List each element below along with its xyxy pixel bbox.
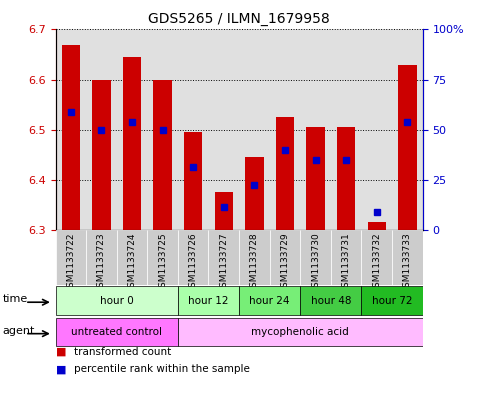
Bar (178, 230, 209, 285)
Text: GSM1133733: GSM1133733 (403, 233, 412, 294)
Bar (239, 230, 270, 285)
Bar (245, 157, 264, 230)
Bar (270, 230, 300, 285)
Bar (331, 230, 361, 285)
Bar (56, 230, 86, 285)
Text: percentile rank within the sample: percentile rank within the sample (74, 364, 250, 375)
Bar (56, 286, 178, 315)
Text: transformed count: transformed count (74, 347, 171, 357)
Text: GSM1133731: GSM1133731 (341, 233, 351, 294)
Text: hour 24: hour 24 (249, 296, 290, 306)
Text: GSM1133722: GSM1133722 (66, 233, 75, 293)
Bar (56, 318, 178, 346)
Text: GSM1133729: GSM1133729 (281, 233, 289, 293)
Text: GSM1133724: GSM1133724 (128, 233, 137, 293)
Bar (368, 222, 386, 230)
Bar (86, 230, 117, 285)
Bar (86, 29, 117, 230)
Bar (300, 29, 331, 230)
Text: ■: ■ (56, 364, 66, 375)
Text: GSM1133728: GSM1133728 (250, 233, 259, 293)
Bar (178, 29, 209, 230)
Text: hour 72: hour 72 (372, 296, 412, 306)
Text: mycophenolic acid: mycophenolic acid (251, 327, 349, 337)
Text: GSM1133732: GSM1133732 (372, 233, 381, 293)
Bar (361, 29, 392, 230)
Text: untreated control: untreated control (71, 327, 162, 337)
Bar (276, 117, 294, 230)
Bar (398, 64, 416, 230)
Text: GSM1133727: GSM1133727 (219, 233, 228, 293)
Bar (214, 192, 233, 230)
Bar (178, 318, 423, 346)
Bar (123, 57, 141, 230)
Bar (147, 29, 178, 230)
Text: hour 0: hour 0 (100, 296, 134, 306)
Bar (270, 29, 300, 230)
Text: GSM1133730: GSM1133730 (311, 233, 320, 294)
Bar (331, 29, 361, 230)
Bar (117, 230, 147, 285)
Text: hour 48: hour 48 (311, 296, 351, 306)
Bar (56, 29, 86, 230)
Text: agent: agent (3, 325, 35, 336)
Bar (117, 29, 147, 230)
Bar (239, 29, 270, 230)
Bar (147, 230, 178, 285)
Text: GSM1133726: GSM1133726 (189, 233, 198, 293)
Text: ■: ■ (56, 347, 66, 357)
Bar (209, 29, 239, 230)
Bar (392, 230, 423, 285)
Bar (337, 127, 355, 230)
Bar (361, 286, 423, 315)
Bar (306, 127, 325, 230)
Text: hour 12: hour 12 (188, 296, 229, 306)
Text: GDS5265 / ILMN_1679958: GDS5265 / ILMN_1679958 (148, 11, 330, 26)
Bar (300, 230, 331, 285)
Bar (361, 230, 392, 285)
Text: GSM1133725: GSM1133725 (158, 233, 167, 293)
Bar (62, 44, 80, 230)
Bar (209, 230, 239, 285)
Text: GSM1133723: GSM1133723 (97, 233, 106, 293)
Bar (178, 286, 239, 315)
Bar (92, 79, 111, 230)
Text: time: time (3, 294, 28, 304)
Bar (239, 286, 300, 315)
Bar (392, 29, 423, 230)
Bar (154, 79, 172, 230)
Bar (184, 132, 202, 230)
Bar (300, 286, 361, 315)
